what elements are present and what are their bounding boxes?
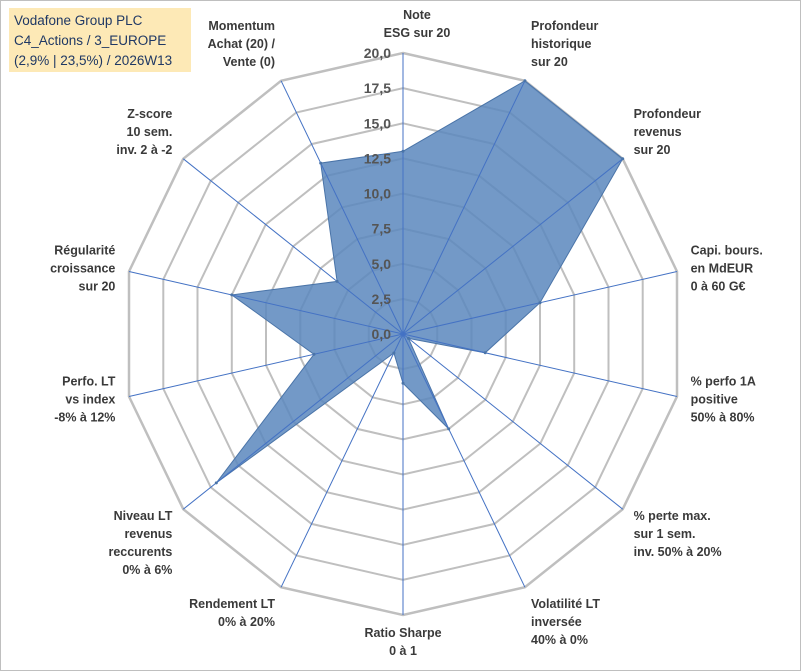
axis-spoke-8 — [280, 333, 404, 588]
axis-spoke-9 — [182, 333, 404, 510]
axis-label-line: revenus — [124, 527, 172, 541]
axis-label-line: sur 1 sem. — [634, 527, 696, 541]
data-point-5 — [407, 336, 410, 340]
tick-label-7: 17,5 — [364, 80, 391, 96]
axis-spoke-10 — [128, 333, 404, 397]
axis-label-line: 50% à 80% — [691, 411, 755, 425]
data-point-11 — [230, 293, 234, 297]
axis-label-line: revenus — [634, 125, 682, 139]
axis-label-line: Profondeur — [531, 19, 598, 33]
axis-label-3: Capi. bours. en MdEUR 0 à 60 G€ — [691, 243, 763, 293]
data-point-1 — [523, 79, 527, 83]
axis-label-6: Volatilité LT inversée 40% à 0% — [531, 597, 600, 647]
axis-label-line: Rendement LT — [189, 597, 275, 611]
data-point-7 — [401, 381, 405, 385]
axis-label-line: sur 20 — [634, 143, 671, 157]
tick-label-5: 12,5 — [364, 150, 391, 166]
axis-label-line: 0% à 20% — [218, 615, 275, 629]
axis-label-line: 0 à 1 — [389, 644, 417, 658]
axis-label-line: sur 20 — [79, 279, 116, 293]
axis-label-10: Perfo. LT vs index -8% à 12% — [54, 375, 116, 425]
axis-spoke-5 — [402, 333, 624, 510]
tick-label-3: 7,5 — [372, 221, 392, 237]
axis-spoke-13 — [280, 80, 404, 335]
axis-label-line: % perfo 1A — [691, 375, 756, 389]
axis-label-line: inversée — [531, 615, 582, 629]
axis-spoke-6 — [402, 333, 526, 588]
data-point-13 — [319, 161, 323, 165]
title-metrics: (2,9% | 23,5%) / 2026W13 — [14, 53, 173, 68]
axis-label-line: inv. 50% à 20% — [634, 545, 722, 559]
axis-label-9: Niveau LT revenus reccurents 0% à 6% — [108, 509, 172, 577]
axis-label-line: Momentum — [208, 19, 275, 33]
axis-label-line: vs index — [65, 393, 115, 407]
axis-spoke-1 — [402, 80, 526, 335]
axis-label-line: positive — [691, 393, 738, 407]
data-point-12 — [335, 279, 339, 283]
axis-label-line: Niveau LT — [114, 509, 173, 523]
axis-label-4: % perfo 1A positive 50% à 80% — [691, 375, 756, 425]
axis-label-line: croissance — [50, 261, 115, 275]
axis-spoke-4 — [402, 333, 678, 397]
axis-spoke-2 — [402, 158, 624, 335]
axis-label-line: Ratio Sharpe — [364, 626, 441, 640]
data-point-9 — [214, 481, 218, 485]
axis-label-8: Rendement LT 0% à 20% — [189, 597, 275, 629]
axis-label-line: en MdEUR — [691, 261, 754, 275]
title-company: Vodafone Group PLC — [14, 13, 143, 28]
axis-label-0: Note ESG sur 20 — [384, 8, 451, 40]
axis-label-line: Note — [403, 8, 431, 22]
series-area-0 — [215, 80, 624, 484]
data-point-10 — [312, 352, 316, 356]
axis-label-line: Z-score — [127, 107, 172, 121]
data-point-8 — [392, 351, 396, 355]
axis-label-line: Capi. bours. — [691, 243, 763, 257]
data-point-6 — [447, 427, 451, 431]
axis-label-line: 40% à 0% — [531, 633, 588, 647]
axis-label-line: Vente (0) — [223, 55, 275, 69]
axis-label-11: Régularité croissance sur 20 — [50, 243, 115, 293]
axis-label-line: reccurents — [108, 545, 172, 559]
axis-label-line: Régularité — [54, 243, 115, 257]
data-point-0 — [401, 149, 405, 153]
tick-label-2: 5,0 — [372, 256, 392, 272]
axis-label-line: -8% à 12% — [54, 411, 115, 425]
tick-label-1: 2,5 — [372, 291, 392, 307]
axis-label-line: Volatilité LT — [531, 597, 600, 611]
title-category: C4_Actions / 3_EUROPE — [14, 33, 167, 48]
axis-spoke-11 — [128, 271, 404, 335]
axis-label-line: % perte max. — [634, 509, 711, 523]
data-point-4 — [483, 351, 487, 355]
axis-label-line: historique — [531, 37, 591, 51]
data-point-3 — [538, 301, 542, 305]
axis-label-line: 0% à 6% — [122, 563, 172, 577]
axis-label-line: ESG sur 20 — [384, 26, 451, 40]
tick-label-6: 15,0 — [364, 115, 391, 131]
axis-label-2: Profondeur revenus sur 20 — [634, 107, 701, 157]
axis-label-line: Perfo. LT — [62, 375, 116, 389]
axis-spoke-12 — [182, 158, 404, 335]
axis-label-12: Z-score 10 sem. inv. 2 à -2 — [116, 107, 172, 157]
axis-label-line: Profondeur — [634, 107, 701, 121]
axis-label-5: % perte max. sur 1 sem. inv. 50% à 20% — [634, 509, 722, 559]
data-point-2 — [621, 157, 625, 161]
axis-label-1: Profondeur historique sur 20 — [531, 19, 598, 69]
axis-label-13: Momentum Achat (20) / Vente (0) — [208, 19, 276, 69]
axis-label-7: Ratio Sharpe 0 à 1 — [364, 626, 441, 658]
tick-label-0: 0,0 — [372, 326, 392, 342]
axis-label-line: Achat (20) / — [208, 37, 276, 51]
tick-label-8: 20,0 — [364, 45, 391, 61]
tick-label-4: 10,0 — [364, 186, 391, 202]
axis-label-line: inv. 2 à -2 — [116, 143, 172, 157]
axis-label-line: 0 à 60 G€ — [691, 279, 746, 293]
chart-title-box: Vodafone Group PLC C4_Actions / 3_EUROPE… — [9, 8, 191, 72]
axis-label-line: sur 20 — [531, 55, 568, 69]
axis-label-line: 10 sem. — [127, 125, 173, 139]
